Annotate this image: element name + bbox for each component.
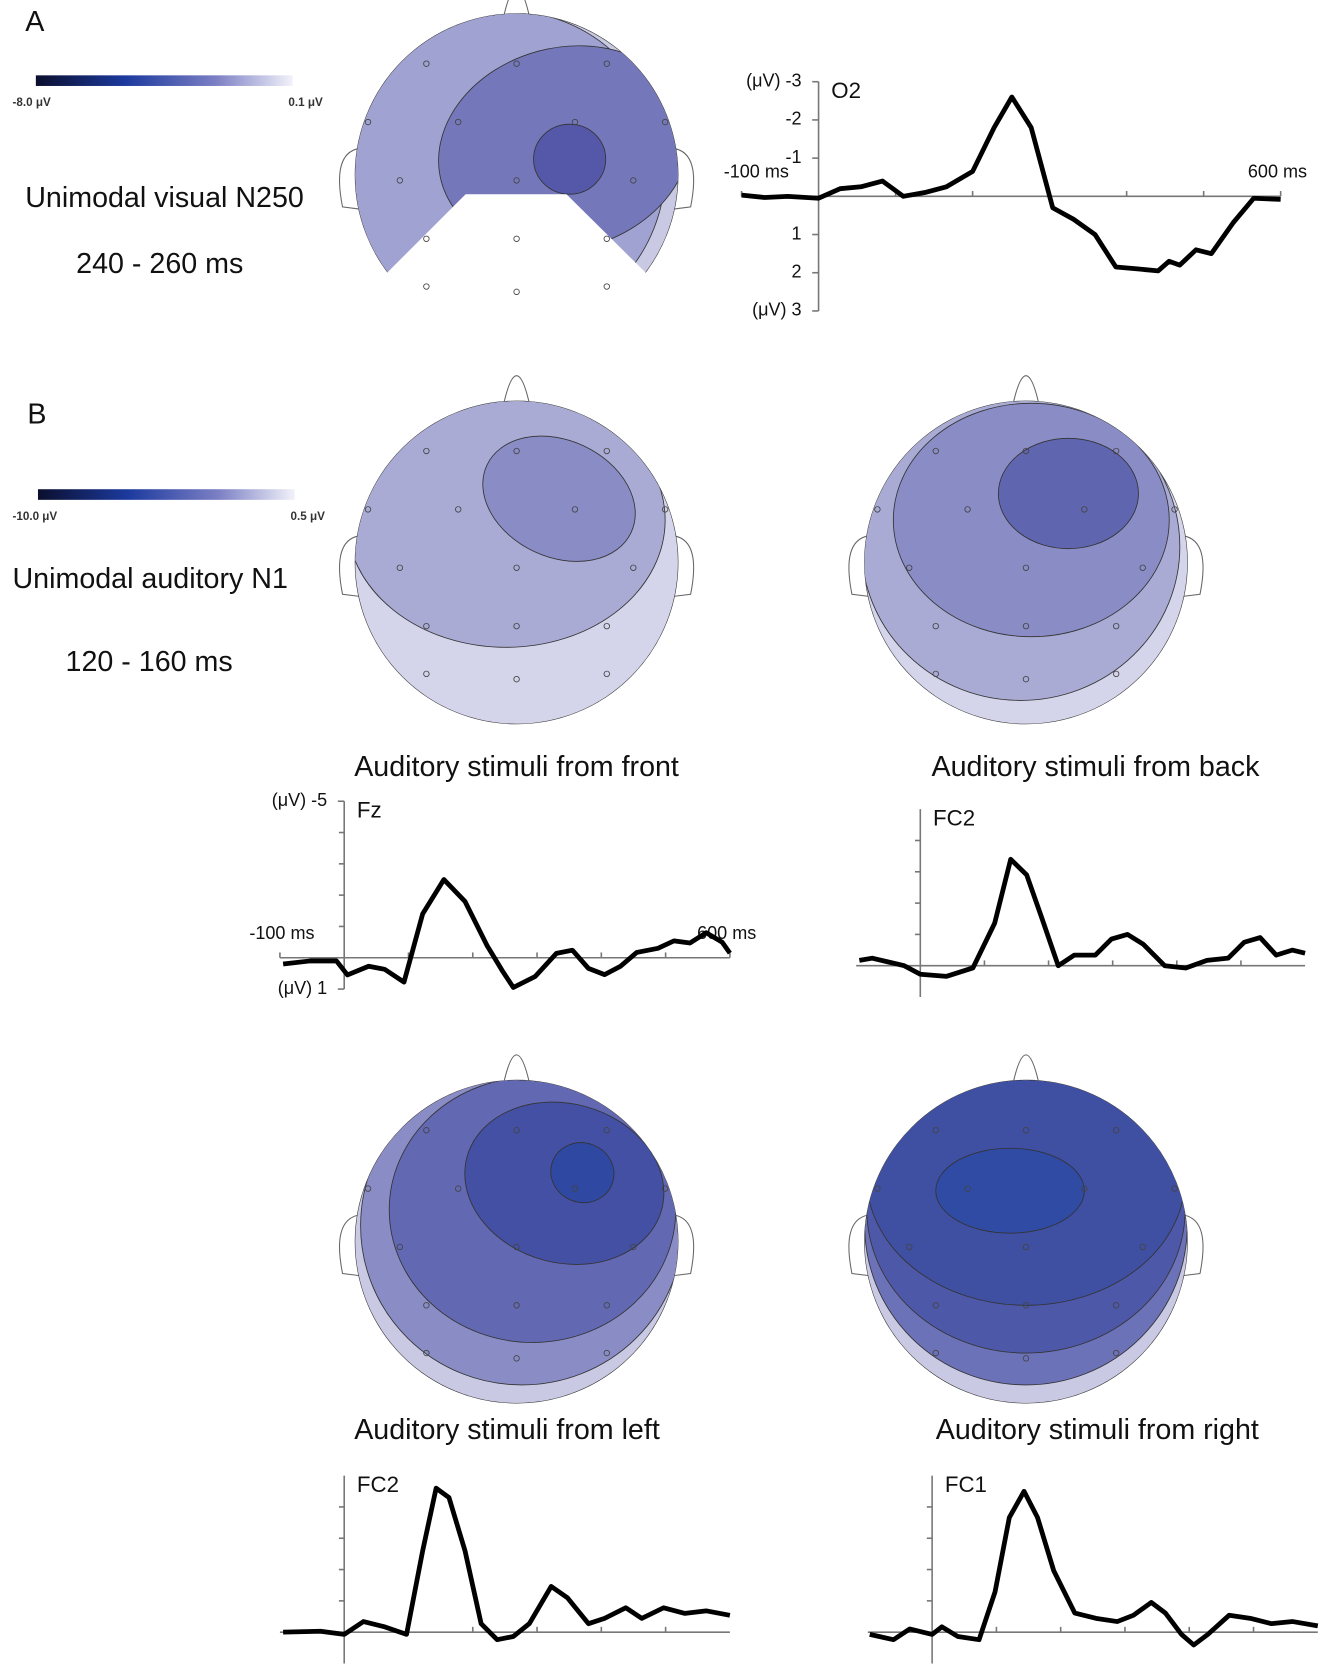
y-tick-label: 1: [792, 223, 802, 243]
panel-label: B: [27, 399, 46, 431]
topomap-title: Auditory stimuli from back: [932, 751, 1261, 783]
topomap: [340, 0, 714, 382]
topomap-title: Auditory stimuli from front: [354, 751, 679, 783]
topomap: [849, 1051, 1203, 1412]
chart-title: Fz: [357, 798, 382, 823]
waveform: [742, 97, 1281, 271]
topomap-title: Auditory stimuli from left: [354, 1414, 660, 1446]
waveform: [859, 859, 1305, 976]
nose: [1013, 1055, 1038, 1083]
contour: [998, 438, 1138, 548]
x-tick-label: -100 ms: [724, 162, 789, 182]
topomap: [849, 376, 1203, 733]
topomaps: [340, 0, 1204, 1411]
caption: Unimodal auditory N1: [13, 563, 288, 595]
chart-title: FC2: [357, 1472, 399, 1497]
colorbar-label: -8.0 μV: [13, 96, 51, 109]
y-tick-label: (μV) 3: [752, 300, 801, 320]
contours: [347, 1067, 687, 1412]
colorbar-label: 0.1 μV: [288, 96, 323, 109]
waveform: [283, 1488, 730, 1640]
colorbar: [38, 489, 295, 500]
nose: [504, 1055, 529, 1083]
caption: Unimodal visual N250: [25, 182, 304, 214]
colorbar-label: 0.5 μV: [291, 510, 326, 523]
contours: [347, 393, 687, 733]
nose: [1013, 376, 1038, 404]
contours: [856, 393, 1196, 733]
caption: 240 - 260 ms: [76, 248, 243, 280]
colorbar: [36, 75, 293, 86]
colorbar-label: -10.0 μV: [13, 510, 58, 523]
y-tick-label: -2: [786, 109, 802, 129]
topomap: [340, 1055, 694, 1412]
topomap-title: Auditory stimuli from right: [936, 1414, 1259, 1446]
y-tick-label: (μV) -3: [746, 70, 801, 90]
panel-label: A: [25, 6, 45, 38]
waveform: [870, 1491, 1318, 1645]
y-tick-label: 2: [792, 262, 802, 282]
chart-title: FC1: [945, 1472, 987, 1497]
x-tick-label: -100 ms: [249, 923, 314, 943]
contour: [936, 1148, 1085, 1233]
caption: 120 - 160 ms: [66, 646, 233, 678]
x-tick-label: 600 ms: [1248, 162, 1307, 182]
waveform: [283, 880, 730, 988]
contour: [534, 124, 606, 194]
y-tick-label: (μV) 1: [278, 978, 327, 998]
chart-title: FC2: [933, 806, 975, 831]
figure: A B -8.0 μV 0.1 μV -10.0 μV 0.5 μV Unimo…: [0, 0, 1325, 1664]
chart-title: O2: [831, 78, 861, 103]
contours: [856, 1051, 1196, 1412]
topomap: [340, 376, 694, 733]
y-tick-label: (μV) -5: [272, 790, 327, 810]
